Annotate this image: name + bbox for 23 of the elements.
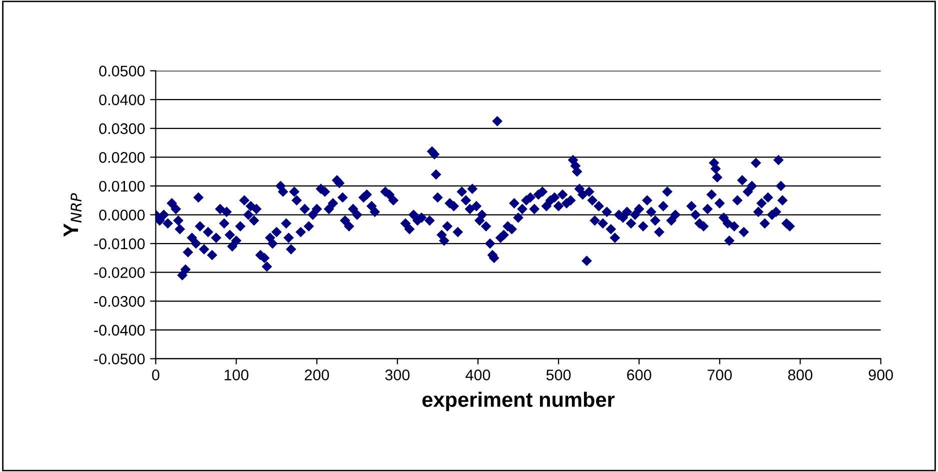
x-tick-label: 400: [466, 370, 490, 380]
y-tick-label: 0.0500: [99, 66, 145, 76]
y-tick-label: -0.0400: [94, 324, 145, 336]
y-tick-label: 0.0100: [99, 180, 145, 192]
x-tick-label: 800: [788, 370, 812, 380]
x-tick-label: 900: [868, 370, 893, 380]
y-tick-label: 0.0300: [99, 123, 145, 134]
y-tick-label: 0.0000: [99, 210, 145, 220]
x-tick-label: 300: [385, 370, 410, 380]
x-tick-label: 500: [546, 370, 571, 380]
x-axis-title: experiment number: [422, 392, 615, 412]
y-tick-label: -0.0300: [94, 296, 145, 307]
x-tick-label: 600: [627, 370, 652, 380]
x-tick-label: 0: [152, 370, 160, 380]
y-axis-title: Y$_{NRP}$: [64, 193, 82, 237]
x-tick-label: 700: [708, 370, 732, 380]
x-tick-label: 100: [224, 370, 248, 380]
y-tick-label: -0.0500: [94, 354, 145, 364]
y-tick-label: -0.0200: [94, 267, 145, 278]
y-tick-label: 0.0400: [99, 94, 145, 106]
y-tick-label: 0.0200: [99, 152, 145, 163]
x-tick-label: 200: [304, 370, 329, 380]
y-tick-label: -0.0100: [94, 238, 145, 250]
